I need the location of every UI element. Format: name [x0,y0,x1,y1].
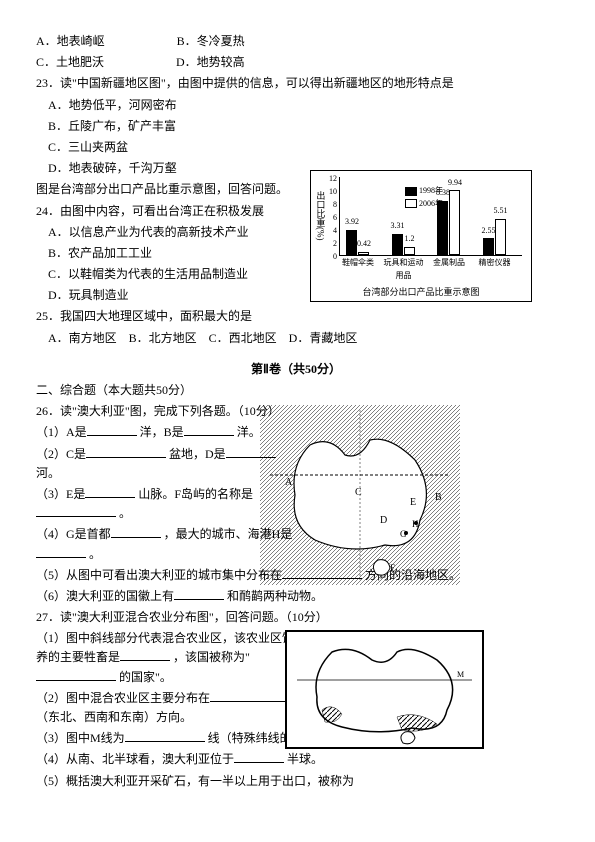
svg-text:A: A [285,477,293,488]
svg-text:F: F [390,563,395,573]
q23-a: A．地势低平，河网密布 [36,96,556,115]
q22-opts-line2: C．土地肥沃 D．地势较高 [36,53,556,72]
q25: 25．我国四大地理区域中，面积最大的是 [36,307,556,326]
australia-mixed-farming-map: M [285,630,484,749]
q24-b: B．农产品加工工业 [36,244,296,263]
q25-opts: A．南方地区 B．北方地区 C．西北地区 D．青藏地区 [36,329,556,348]
taiwan-export-chart: 出口比重(%) 1998年 2006年 3.920.423.311.28.389… [310,170,532,302]
q24-c: C．以鞋帽类为代表的生活用品制造业 [36,265,296,284]
q27-2: （2）图中混合农业区主要分布在 （东北、西南和东南）方向。 [36,689,296,727]
svg-text:M: M [457,670,464,679]
q26-3: （3）E是 山脉。F岛屿的名称是 。 [36,485,296,523]
chart-title: 台湾部分出口产品比重示意图 [311,285,531,299]
q24: 24．由图中内容，可看出台湾正在积极发展 [36,202,296,221]
q26-4: （4）G是首都 ，最大的城市、海港H是 。 [36,525,296,563]
q22-opts-line1: A．地表崎岖 B．冬冷夏热 [36,32,556,51]
q24-pre: 图是台湾部分出口产品比重示意图，回答问题。 [36,180,296,199]
australia-labelled-map: A B C D E F G H [260,405,460,585]
q23-c: C．三山夹两盆 [36,138,556,157]
q27-4: （4）从南、北半球看，澳大利亚位于 半球。 [36,750,556,769]
q23: 23．读"中国新疆地区图"，由图中提供的信息，可以得出新疆地区的地形特点是 [36,74,556,93]
q24-a: A．以信息产业为代表的高新技术产业 [36,223,296,242]
q26-2: （2）C是 盆地，D是 河。 [36,445,296,483]
svg-text:D: D [380,515,387,526]
svg-text:C: C [355,487,362,498]
q27-1: （1）图中斜线部分代表混合农业区，该农业区饲养的主要牲畜是 ，该国被称为" 的国… [36,629,296,687]
chart-plot-area: 1998年 2006年 3.920.423.311.28.389.942.555… [339,177,522,256]
section2-note: 二、综合题（本大题共50分） [36,381,556,400]
section2-title: 第Ⅱ卷（共50分） [36,360,556,379]
q24-d: D．玩具制造业 [36,286,296,305]
q27-5: （5）概括澳大利亚开采矿石，有一半以上用于出口，被称为 [36,772,556,791]
q23-b: B．丘陵广布，矿产丰富 [36,117,556,136]
q26-1: （1）A是 洋，B是 洋。 [36,423,296,442]
svg-text:B: B [435,492,442,503]
q26-6: （6）澳大利亚的国徽上有 和鸸鹋两种动物。 [36,587,556,606]
q27: 27．读"澳大利亚混合农业分布图"，回答问题。（10分） [36,608,556,627]
svg-text:E: E [410,497,416,508]
